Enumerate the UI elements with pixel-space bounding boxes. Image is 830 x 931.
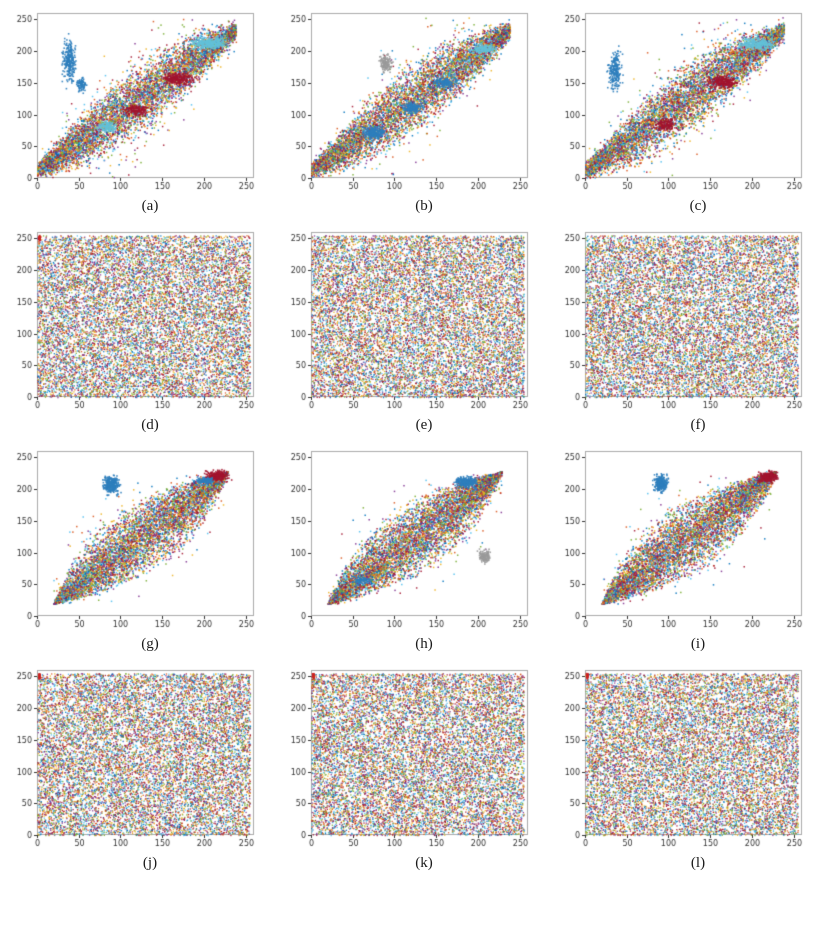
scatter-panel-d: (d) — [10, 225, 272, 434]
scatter-plot-canvas-a — [10, 6, 262, 196]
scatter-panel-i: (i) — [558, 444, 820, 653]
scatter-plot-canvas-d — [10, 225, 262, 415]
panel-label-h: (h) — [415, 636, 433, 652]
panel-label-f: (f) — [690, 417, 706, 433]
scatter-plot-canvas-l — [558, 663, 810, 853]
scatter-plot-canvas-j — [10, 663, 262, 853]
scatter-panel-a: (a) — [10, 6, 272, 215]
scatter-panel-l: (l) — [558, 663, 820, 872]
scatter-plot-canvas-e — [284, 225, 536, 415]
scatter-panel-g: (g) — [10, 444, 272, 653]
scatter-plot-canvas-g — [10, 444, 262, 634]
panel-label-k: (k) — [415, 855, 433, 871]
scatter-panel-c: (c) — [558, 6, 820, 215]
panel-label-g: (g) — [141, 636, 159, 652]
panel-label-l: (l) — [690, 855, 706, 871]
scatter-panel-h: (h) — [284, 444, 546, 653]
panel-label-j: (j) — [142, 855, 158, 871]
scatter-panel-b: (b) — [284, 6, 546, 215]
scatter-panel-k: (k) — [284, 663, 546, 872]
scatter-panel-f: (f) — [558, 225, 820, 434]
scatter-plot-canvas-i — [558, 444, 810, 634]
scatter-plot-canvas-k — [284, 663, 536, 853]
panel-label-b: (b) — [415, 198, 433, 214]
scatter-panel-e: (e) — [284, 225, 546, 434]
panel-label-c: (c) — [689, 198, 707, 214]
scatter-panel-j: (j) — [10, 663, 272, 872]
panel-label-a: (a) — [141, 198, 159, 214]
correlation-figure-grid: (a) (b) (c) (d) (e) (f) (g) (h) (i) (j) — [10, 6, 820, 872]
scatter-plot-canvas-f — [558, 225, 810, 415]
panel-label-e: (e) — [415, 417, 433, 433]
scatter-plot-canvas-h — [284, 444, 536, 634]
scatter-plot-canvas-b — [284, 6, 536, 196]
panel-label-d: (d) — [141, 417, 159, 433]
scatter-plot-canvas-c — [558, 6, 810, 196]
panel-label-i: (i) — [690, 636, 706, 652]
